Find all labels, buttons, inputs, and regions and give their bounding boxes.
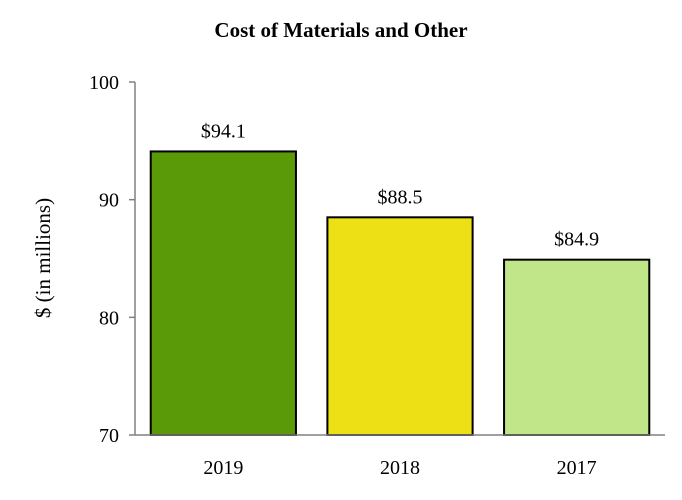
bar-2019 [149, 150, 297, 436]
y-axis-title: $ (in millions) [31, 198, 55, 318]
x-tick-label-2018: 2018 [380, 457, 420, 479]
bar-2017 [503, 258, 651, 436]
y-tick-label: 70 [99, 425, 119, 447]
y-axis-ticks: 70 80 90 100 [89, 72, 135, 447]
chart-title: Cost of Materials and Other [214, 18, 468, 42]
y-tick-label: 100 [89, 72, 119, 94]
data-labels: $94.1 $88.5 $84.9 [201, 120, 599, 250]
x-axis-categories: 2019 2018 2017 [203, 457, 596, 479]
x-tick-label-2017: 2017 [557, 457, 597, 479]
x-tick-label-2019: 2019 [203, 457, 243, 479]
y-tick-label: 90 [99, 190, 119, 212]
y-tick-label: 80 [99, 307, 119, 329]
data-label-2017: $84.9 [554, 229, 599, 251]
bars [149, 150, 651, 436]
bar-2018 [326, 216, 474, 436]
data-label-2019: $94.1 [201, 120, 246, 142]
data-label-2018: $88.5 [378, 186, 423, 208]
